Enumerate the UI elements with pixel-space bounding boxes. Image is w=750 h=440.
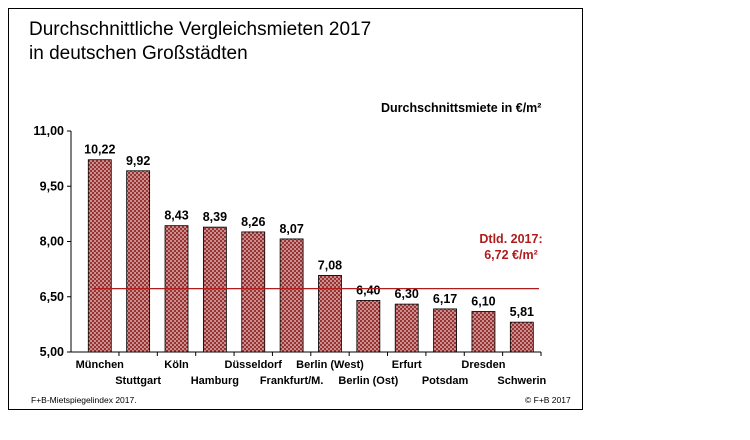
category-label: München	[76, 359, 125, 371]
chart-frame: Durchschnittliche Vergleichsmieten 2017 …	[8, 8, 583, 410]
bar-value-label: 8,26	[241, 215, 265, 229]
reference-value-label: 6,72 €/m²	[484, 248, 538, 262]
bar	[471, 311, 496, 353]
bar-value-label: 5,81	[510, 305, 534, 319]
chart-title: Durchschnittliche Vergleichsmieten 2017	[29, 19, 372, 40]
y-tick-label: 6,50	[40, 290, 64, 304]
chart-subtitle: in deutschen Großstädten	[29, 43, 248, 64]
y-tick-label: 9,50	[40, 179, 64, 193]
bar	[433, 308, 457, 353]
bar	[241, 231, 266, 353]
bar	[279, 238, 304, 353]
bar-chart: 5,00 6,50 8,00 9,50 11,00 10,22 München 9,92 Stu…	[33, 124, 546, 387]
category-label: Hamburg	[191, 375, 239, 387]
footnote-copyright: © F+B 2017	[525, 395, 571, 405]
bar-value-label: 8,43	[164, 209, 188, 223]
bar-value-label: 8,07	[279, 222, 303, 236]
unit-label: Durchschnittsmiete in €/m²	[381, 101, 542, 115]
category-label: Erfurt	[392, 359, 422, 371]
category-label: Frankfurt/M.	[260, 375, 324, 387]
bar-value-label: 7,08	[318, 258, 342, 272]
category-label: Düsseldorf	[225, 359, 283, 371]
bar-value-label: 6,30	[395, 287, 419, 301]
y-tick-label: 5,00	[40, 345, 64, 359]
bar	[509, 321, 534, 353]
bar	[126, 170, 151, 353]
category-label: Potsdam	[422, 375, 469, 387]
bar-value-label: 10,22	[84, 143, 115, 157]
category-label: Berlin (West)	[296, 359, 364, 371]
category-label: Stuttgart	[115, 375, 161, 387]
bar	[87, 159, 112, 353]
category-label: Berlin (Ost)	[338, 375, 398, 387]
bar	[318, 274, 342, 353]
category-label: Köln	[164, 359, 189, 371]
y-tick-label: 8,00	[40, 235, 64, 249]
bar	[394, 303, 419, 353]
category-label: Schwerin	[497, 375, 546, 387]
bar-value-label: 8,39	[203, 210, 227, 224]
reference-label: Dtld. 2017:	[479, 232, 542, 246]
y-tick-label: 11,00	[33, 124, 64, 138]
bar-value-label: 6,40	[356, 283, 380, 297]
category-label: Dresden	[461, 359, 505, 371]
bar	[202, 226, 227, 353]
bar-value-label: 6,17	[433, 292, 457, 306]
bar-value-label: 9,92	[126, 154, 150, 168]
bar-value-label: 6,10	[471, 294, 495, 308]
bar	[356, 300, 381, 353]
footnote-source: F+B-Mietspiegelindex 2017.	[31, 395, 137, 405]
